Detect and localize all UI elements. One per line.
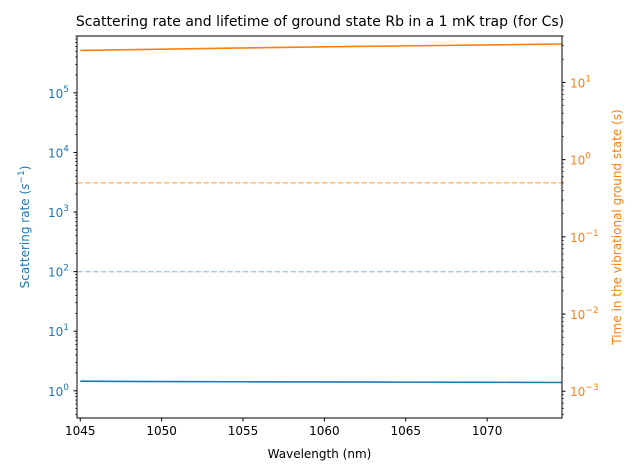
- plot-frame: [76, 35, 563, 419]
- series-line-0-left-solid: [80, 380, 563, 384]
- chart-title: Scattering rate and lifetime of ground s…: [76, 14, 564, 30]
- series-line-1-right-solid: [80, 43, 563, 52]
- left-y-tick-label-base: 10: [48, 87, 63, 101]
- left-y-tick-label: 102: [48, 264, 69, 280]
- left-y-tick-label-base: 10: [48, 206, 63, 220]
- left-y-tick-label: 101: [48, 323, 69, 339]
- left-y-tick-label-base: 10: [48, 325, 63, 339]
- right-y-tick-label-base: 10: [570, 76, 585, 90]
- right-y-tick-label: 10−1: [570, 229, 599, 245]
- right-y-tick-label-base: 10: [570, 308, 585, 322]
- x-tick-label: 1050: [146, 424, 177, 438]
- left-y-tick-label-base: 10: [48, 146, 63, 160]
- plot-area: [77, 43, 563, 384]
- right-y-tick-label: 101: [570, 74, 591, 90]
- left-y-tick-label: 103: [48, 204, 69, 220]
- left-y-tick-label: 105: [48, 85, 69, 101]
- left-y-axis-label-base: Scattering rate (: [18, 190, 32, 289]
- left-y-tick-label-exponent: 5: [63, 85, 69, 95]
- left-y-tick-label-exponent: 2: [63, 264, 69, 274]
- left-y-tick-label-exponent: 1: [63, 323, 69, 333]
- right-y-tick-label-base: 10: [570, 231, 585, 245]
- x-tick-label: 1060: [309, 424, 340, 438]
- x-tick-label: 1055: [228, 424, 259, 438]
- left-y-tick-label: 104: [48, 144, 69, 160]
- x-tick-label: 1070: [472, 424, 503, 438]
- left-y-tick-label-base: 10: [48, 266, 63, 280]
- right-y-tick-label-exponent: 1: [585, 74, 591, 84]
- x-tick-label: 1045: [65, 424, 96, 438]
- left-y-axis-label: Scattering rate (s−1): [17, 166, 32, 289]
- x-axis-label: Wavelength (nm): [268, 447, 372, 461]
- left-y-axis-label-exponent: −1: [17, 170, 27, 183]
- right-y-tick-label-base: 10: [570, 385, 585, 399]
- right-y-axis-label: Time in the vibrational ground state (s): [610, 109, 624, 345]
- right-y-tick-label-base: 10: [570, 154, 585, 168]
- right-y-tick-label-exponent: −2: [585, 306, 598, 316]
- left-y-axis-label-symbol: s: [18, 184, 32, 190]
- left-y-tick-label-exponent: 4: [63, 144, 69, 154]
- left-y-tick-label: 100: [48, 383, 69, 399]
- left-y-tick-label-base: 10: [48, 385, 63, 399]
- left-y-axis-label-end: ): [18, 166, 32, 171]
- left-y-tick-label-exponent: 3: [63, 204, 69, 214]
- x-tick-label: 1065: [390, 424, 421, 438]
- right-y-tick-label-exponent: −3: [585, 383, 598, 393]
- right-y-tick-label: 10−2: [570, 306, 599, 322]
- right-y-tick-label-exponent: −1: [585, 229, 598, 239]
- left-y-tick-label-exponent: 0: [63, 383, 69, 393]
- x-axis: 1045 1050 1055 1060 1065 1070: [65, 418, 502, 438]
- right-y-tick-label-exponent: 0: [585, 152, 591, 162]
- right-y-tick-label: 100: [570, 152, 591, 168]
- right-y-tick-label: 10−3: [570, 383, 599, 399]
